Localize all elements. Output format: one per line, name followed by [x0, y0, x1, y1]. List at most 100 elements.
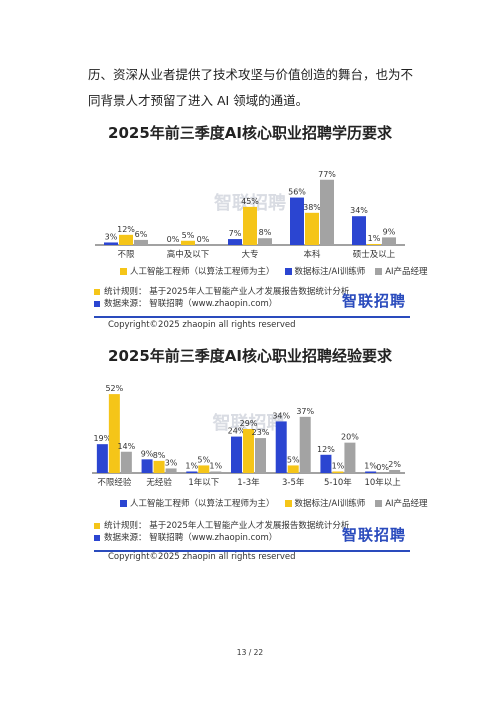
legend-swatch — [375, 267, 383, 275]
bar — [389, 469, 401, 473]
legend-education: 人工智能工程师（以算法工程师为主） 数据标注/AI训练师 AI产品经理 — [120, 265, 428, 277]
source-note-experience: 统计规则： 基于2025年人工智能产业人才发展报告数据统计分析 数据来源： 智联… — [94, 520, 410, 552]
source-note-education: 统计规则： 基于2025年人工智能产业人才发展报告数据统计分析 数据来源： 智联… — [94, 286, 410, 318]
data-label: 34% — [350, 206, 368, 215]
legend-swatch — [284, 499, 292, 507]
data-label: 29% — [240, 419, 258, 428]
legend-item: 人工智能工程师（以算法工程师为主） — [120, 497, 275, 509]
x-tick-label: 大专 — [241, 249, 258, 260]
data-source-text: 数据来源： 智联招聘（www.zhaopin.com） — [104, 533, 278, 543]
bar — [153, 460, 165, 473]
bar — [198, 465, 210, 473]
stat-rule-text: 统计规则： 基于2025年人工智能产业人才发展报告数据统计分析 — [104, 287, 350, 297]
x-tick-label: 1-3年 — [237, 477, 260, 488]
data-label: 5% — [287, 455, 300, 464]
bar — [228, 239, 242, 245]
legend-label: 人工智能工程师（以算法工程师为主） — [130, 499, 275, 509]
copyright-text: Copyright©2025 zhaopin all rights reserv… — [108, 552, 296, 562]
x-tick-label: 10年以上 — [364, 477, 401, 488]
x-tick-label: 3-5年 — [282, 477, 305, 488]
data-label: 19% — [93, 434, 111, 443]
note-square-icon — [94, 301, 100, 307]
x-tick-label: 1年以下 — [188, 477, 219, 488]
bar — [382, 237, 396, 245]
watermark-text: 智联招聘 — [213, 412, 285, 434]
legend-label: 数据标注/AI训练师 — [294, 267, 366, 277]
data-label: 5% — [197, 455, 210, 464]
data-label: 1% — [185, 461, 198, 470]
data-label: 77% — [318, 170, 336, 179]
bar — [305, 212, 319, 245]
bar — [299, 416, 311, 473]
bar — [120, 451, 132, 473]
note-square-icon — [94, 535, 100, 541]
data-label: 6% — [135, 230, 148, 239]
legend-swatch — [375, 499, 383, 507]
bar — [258, 238, 272, 245]
legend-item: AI产品经理 — [375, 497, 428, 509]
divider-line — [94, 316, 410, 318]
data-label: 38% — [303, 203, 321, 212]
legend-swatch — [284, 267, 292, 275]
bar — [210, 471, 222, 473]
data-label: 1% — [209, 461, 222, 470]
bar — [352, 216, 366, 245]
bar — [165, 468, 177, 473]
x-tick-label: 5-10年 — [324, 477, 352, 488]
bar — [243, 429, 254, 473]
bar — [104, 242, 118, 245]
bar — [365, 471, 377, 473]
bar — [344, 442, 356, 473]
x-tick-label: 无经验 — [146, 477, 172, 488]
legend-experience: 人工智能工程师（以算法工程师为主） 数据标注/AI训练师 AI产品经理 — [120, 497, 428, 509]
bar — [141, 459, 153, 473]
data-label: 23% — [252, 428, 270, 437]
bar — [134, 239, 148, 245]
legend-item: 人工智能工程师（以算法工程师为主） — [120, 265, 275, 277]
bar — [320, 179, 334, 245]
legend-label: 数据标注/AI训练师 — [294, 499, 366, 509]
data-label: 8% — [259, 228, 272, 237]
data-label: 3% — [165, 458, 178, 467]
bar — [287, 465, 299, 473]
divider-line — [94, 550, 410, 552]
data-label: 0% — [197, 235, 210, 244]
data-label: 8% — [153, 451, 166, 460]
bar — [186, 471, 198, 473]
zhaopin-logo: 智联招聘 — [341, 526, 406, 544]
x-tick-label: 本科 — [303, 249, 321, 260]
bar — [255, 438, 266, 473]
bar — [231, 436, 242, 473]
data-label: 0% — [167, 235, 180, 244]
x-tick-label: 不限 — [117, 250, 135, 260]
bar — [243, 206, 257, 245]
data-label: 37% — [296, 407, 314, 416]
legend-label: 人工智能工程师（以算法工程师为主） — [130, 267, 275, 277]
data-label: 52% — [105, 384, 123, 393]
bar — [367, 244, 381, 245]
watermark-text: 智联招聘 — [214, 192, 286, 214]
chart-title-education: 2025年前三季度AI核心职业招聘学历要求 — [108, 124, 392, 142]
legend-swatch — [120, 267, 127, 275]
legend-item: AI产品经理 — [375, 265, 428, 277]
zhaopin-logo: 智联招聘 — [341, 292, 406, 310]
stat-rule-text: 统计规则： 基于2025年人工智能产业人才发展报告数据统计分析 — [104, 521, 350, 531]
data-label: 12% — [317, 445, 335, 454]
data-label: 2% — [388, 460, 401, 469]
legend-item: 数据标注/AI训练师 — [284, 497, 366, 509]
bar — [108, 394, 120, 473]
bar — [96, 444, 108, 473]
data-label: 12% — [117, 225, 135, 234]
x-tick-label: 高中及以下 — [167, 249, 210, 260]
copyright-text: Copyright©2025 zhaopin all rights reserv… — [108, 320, 296, 330]
data-label: 0% — [376, 463, 389, 472]
bar — [320, 454, 332, 473]
bar — [181, 240, 195, 245]
data-label: 9% — [383, 227, 396, 236]
x-tick-label: 硕士及以上 — [353, 249, 396, 260]
data-label: 1% — [368, 234, 381, 243]
data-label: 3% — [105, 232, 118, 241]
data-label: 5% — [182, 231, 195, 240]
data-label: 56% — [288, 188, 306, 197]
